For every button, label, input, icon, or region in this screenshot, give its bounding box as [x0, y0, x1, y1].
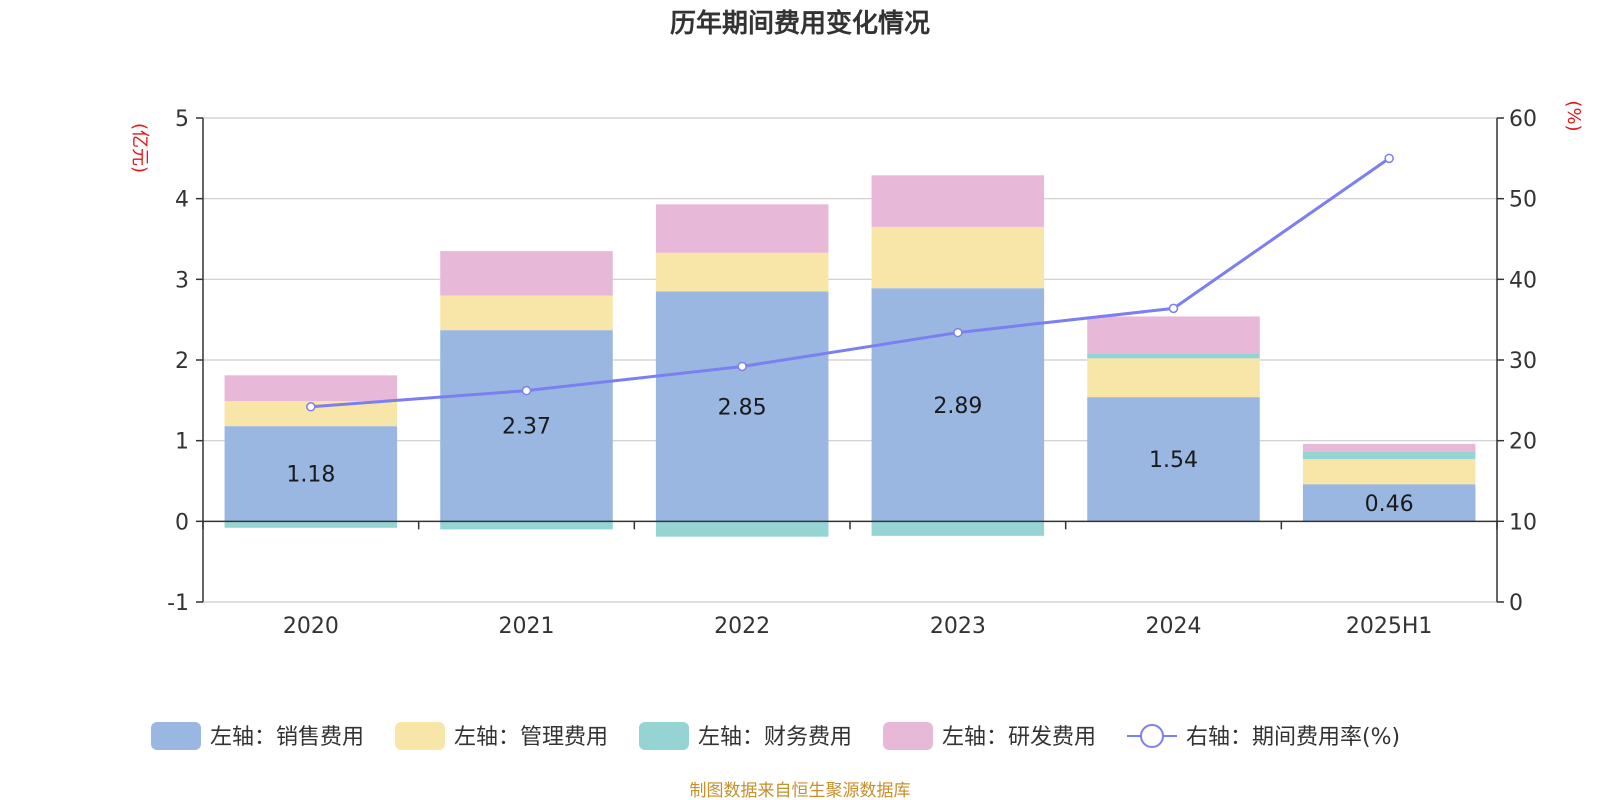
left-tick-label: 0 [175, 510, 189, 535]
right-tick-label: 60 [1509, 107, 1537, 132]
legend-swatch-rnd [883, 722, 933, 750]
rate-point [306, 402, 316, 412]
data-label: 2.89 [933, 394, 982, 419]
legend-circle-icon [1140, 724, 1164, 748]
rate-point [1384, 153, 1394, 164]
legend: 左轴：销售费用 左轴：管理费用 左轴：财务费用 左轴：研发费用 右轴：期间费用率(%) [151, 722, 1400, 750]
bar-rnd [655, 204, 829, 253]
source-note: 制图数据来自恒生聚源数据库 [690, 781, 911, 800]
left-tick-label: 1 [175, 430, 189, 455]
left-tick-label: 2 [175, 349, 189, 374]
bar-rnd [1087, 316, 1260, 354]
rate-point [953, 327, 963, 338]
bar-stacks [224, 175, 1476, 537]
bar-finance [224, 521, 398, 528]
left-tick-label: 3 [175, 268, 189, 293]
bar-rnd [440, 251, 613, 296]
bar-finance [1087, 353, 1260, 359]
x-tick-label: 2021 [499, 614, 555, 639]
left-tick-label: 4 [175, 188, 189, 213]
legend-label: 左轴：管理费用 [454, 725, 608, 750]
x-tick-label: 2023 [930, 614, 986, 639]
legend-label: 左轴：财务费用 [698, 725, 852, 750]
right-tick-label: 30 [1509, 349, 1537, 374]
rate-line-series [306, 153, 1394, 412]
bar-sales [224, 426, 398, 522]
bar-sales [655, 291, 829, 522]
data-label: 1.54 [1149, 448, 1198, 473]
legend-label: 右轴：期间费用率(%) [1186, 725, 1400, 750]
x-tick-label: 2025H1 [1346, 614, 1433, 639]
legend-swatch-admin [395, 722, 445, 750]
rate-point [521, 385, 532, 396]
bar-rnd [224, 375, 398, 402]
bar-finance [655, 521, 829, 537]
data-label: 2.85 [718, 395, 767, 420]
legend-swatch-finance [639, 722, 689, 750]
bar-finance [871, 521, 1045, 536]
left-tick-label: -1 [167, 591, 189, 616]
right-axis-unit: (%) [1563, 100, 1584, 131]
bar-sales [1087, 397, 1260, 522]
right-tick-label: 0 [1509, 591, 1523, 616]
bar-admin [1087, 358, 1260, 398]
x-tick-label: 2024 [1146, 614, 1202, 639]
rate-line [310, 157, 1391, 409]
bar-sales [1302, 484, 1476, 522]
right-tick-label: 40 [1509, 268, 1537, 293]
rate-point [1168, 303, 1179, 314]
right-tick-label: 50 [1509, 188, 1537, 213]
x-tick-label: 2022 [714, 614, 770, 639]
legend-label: 左轴：研发费用 [942, 725, 1096, 750]
chart-title: 历年期间费用变化情况 [670, 8, 930, 39]
right-tick-label: 10 [1509, 510, 1537, 535]
bar-admin [440, 295, 613, 331]
legend-swatch-sales [151, 722, 201, 750]
rate-point [737, 361, 747, 372]
left-axis-unit: (亿元) [129, 123, 150, 173]
bar-admin [1302, 459, 1476, 485]
x-tick-label: 2020 [283, 614, 339, 639]
legend-label: 左轴：销售费用 [210, 725, 364, 750]
gridlines [203, 117, 1497, 603]
left-tick-label: 5 [175, 107, 189, 132]
data-label: 0.46 [1365, 492, 1414, 517]
bar-data-labels: 1.18 2.37 2.85 2.89 1.54 0.46 [286, 394, 1413, 517]
bar-finance [440, 521, 613, 530]
bar-rnd [1302, 443, 1476, 452]
bar-rnd [871, 175, 1045, 227]
bar-sales [440, 330, 613, 522]
bar-finance [1302, 451, 1476, 460]
data-label: 1.18 [286, 463, 335, 488]
bar-admin [871, 226, 1045, 289]
data-label: 2.37 [502, 415, 551, 440]
right-tick-label: 20 [1509, 430, 1537, 455]
bar-admin [655, 252, 829, 292]
